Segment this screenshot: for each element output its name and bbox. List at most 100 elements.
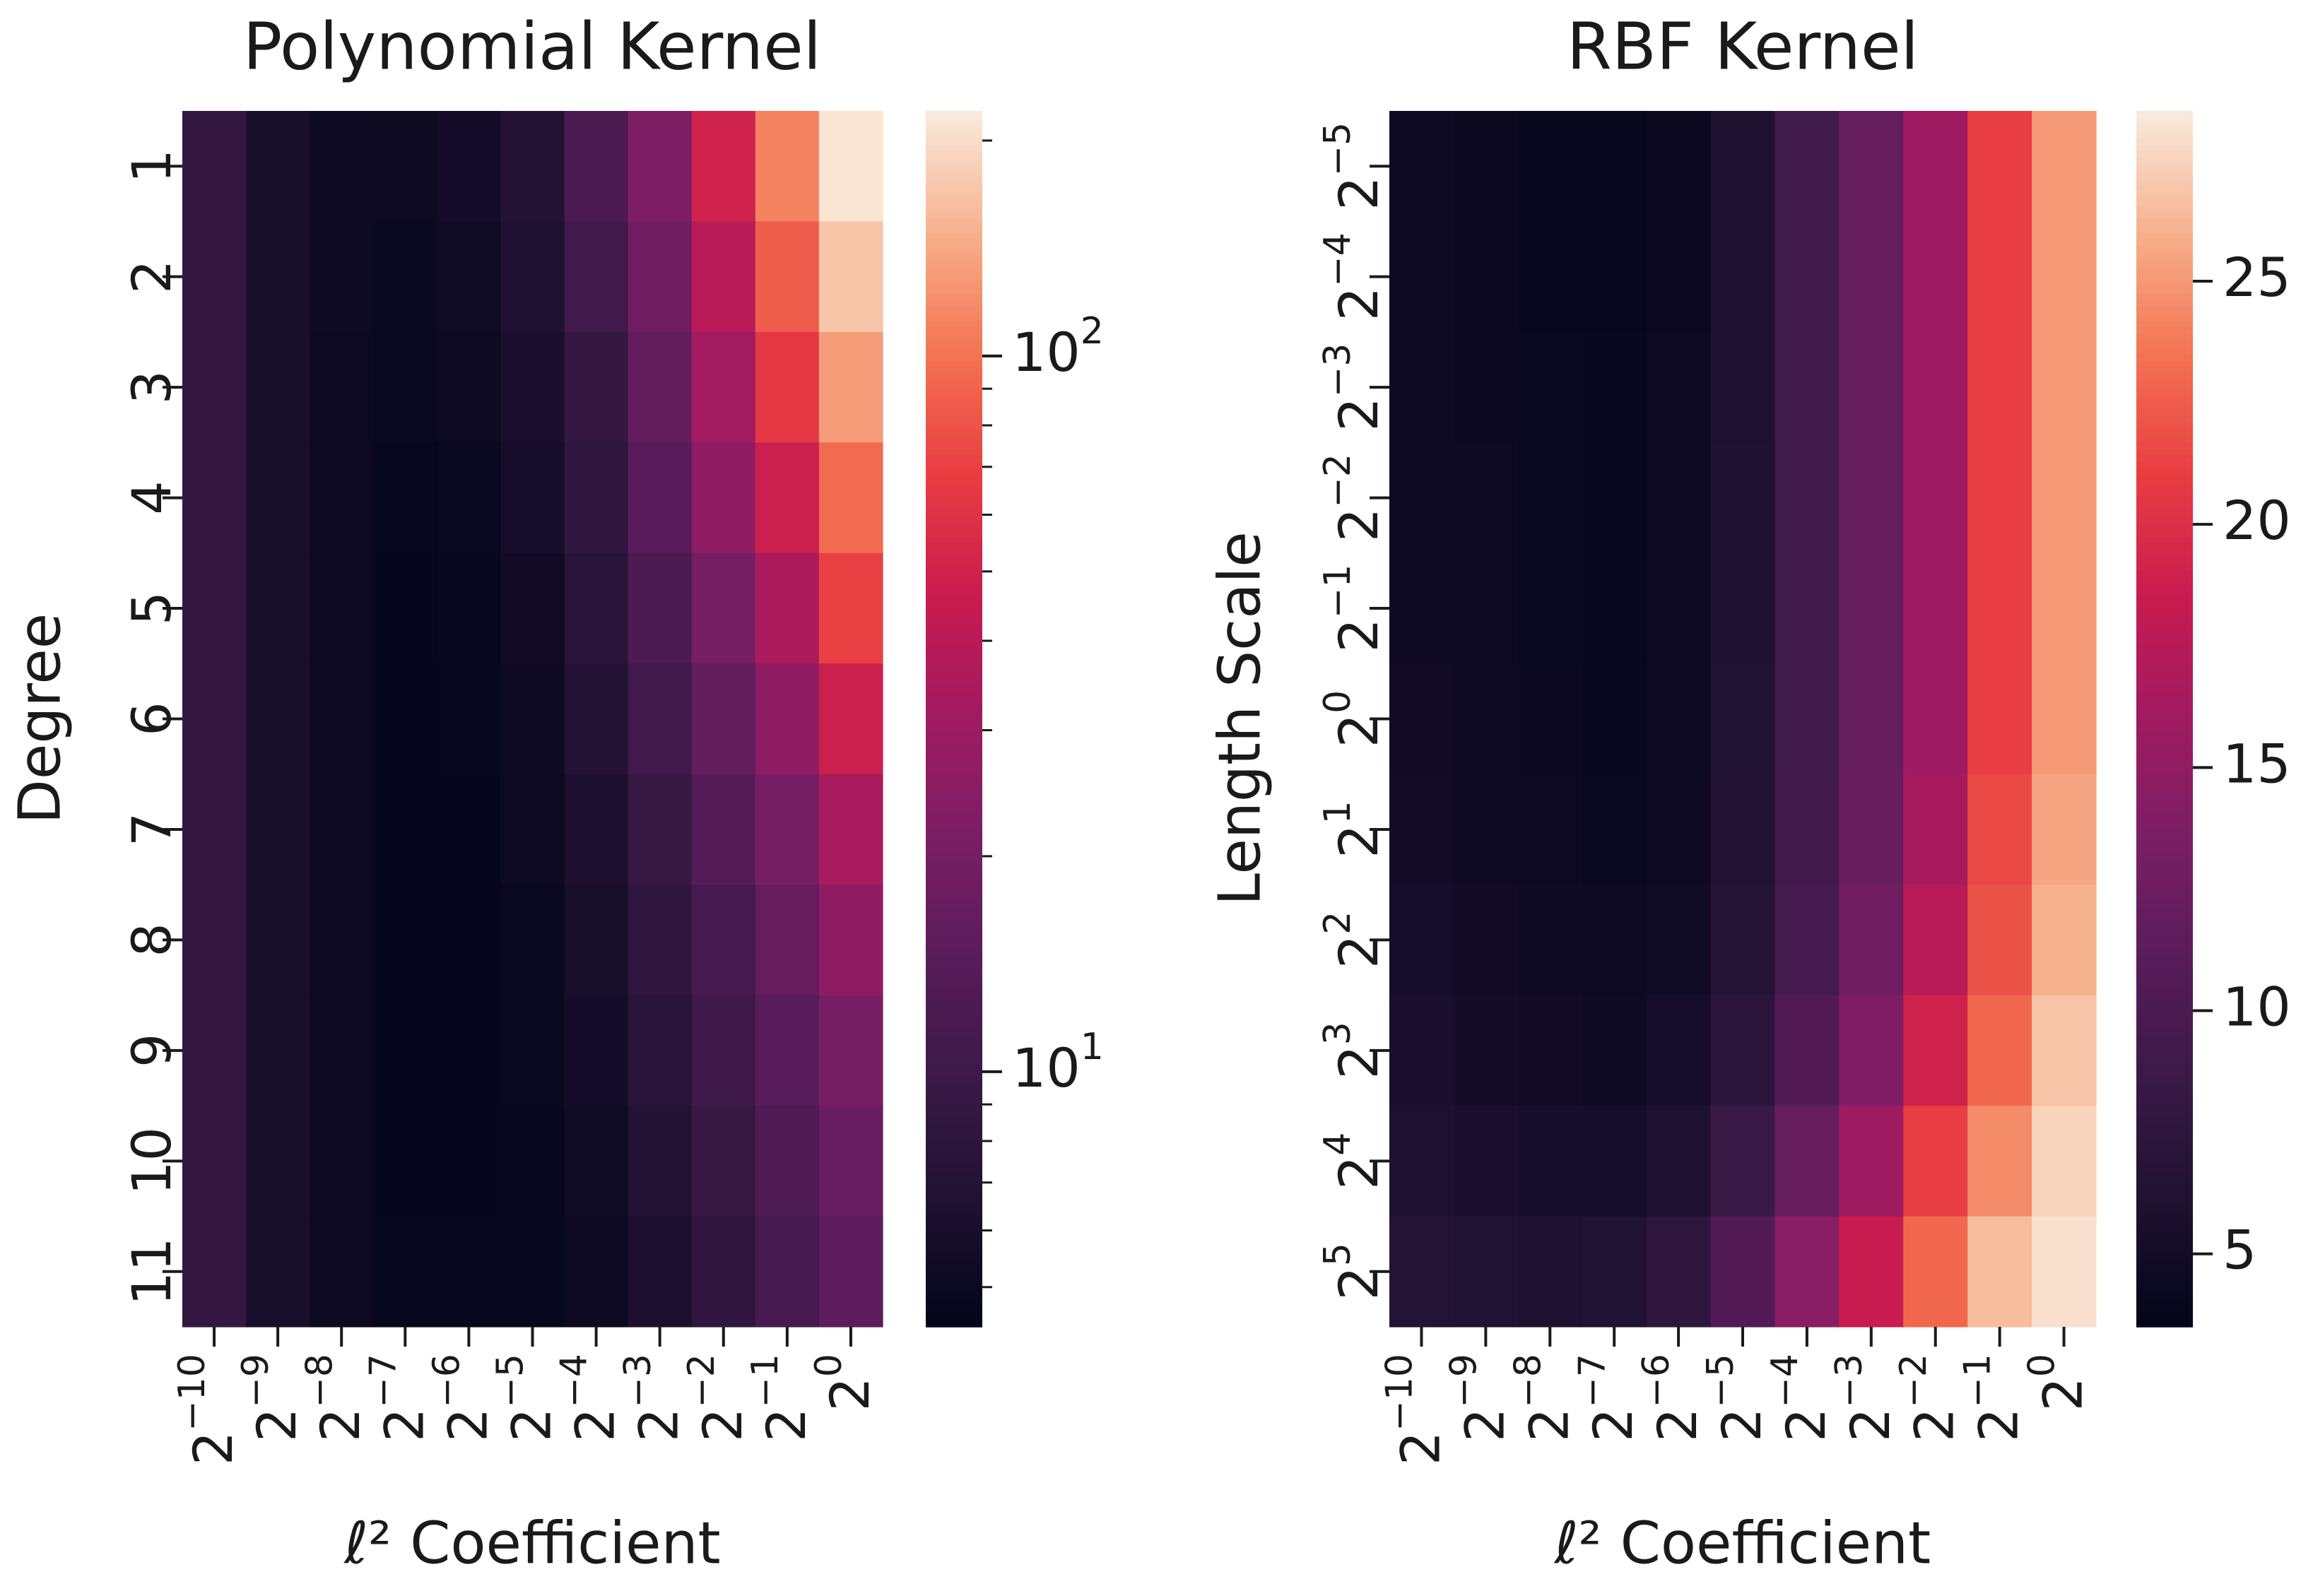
heatmap-cell — [437, 885, 502, 996]
x-tick-label: 2−4 — [1764, 1354, 1837, 1442]
heatmap-cell — [437, 774, 502, 885]
heatmap-cell — [1967, 331, 2032, 443]
colorbar-segment — [2136, 570, 2193, 578]
colorbar-segment — [2136, 401, 2193, 409]
heatmap-cell — [628, 442, 693, 554]
heatmap-cell — [182, 1106, 247, 1217]
heatmap-cell — [1453, 995, 1519, 1106]
colorbar-segment — [2136, 178, 2193, 186]
colorbar-segment — [926, 610, 982, 618]
colorbar-segment — [926, 685, 982, 693]
y-tick-label: 4 — [120, 480, 183, 514]
heatmap-cell — [1582, 552, 1647, 664]
heatmap-cell — [818, 885, 883, 996]
colorbar-segment — [2136, 1043, 2193, 1051]
heatmap-cell — [691, 995, 756, 1106]
colorbar-segment — [2136, 584, 2193, 591]
colorbar-segment — [2136, 935, 2193, 942]
colorbar-segment — [926, 502, 982, 510]
heatmap-cell — [1967, 552, 2032, 664]
colorbar-segment — [926, 326, 982, 335]
y-tick-label: 3 — [120, 370, 183, 404]
colorbar-segment — [2136, 610, 2193, 618]
colorbar-segment — [926, 1225, 982, 1233]
colorbar-segment — [926, 726, 982, 733]
colorbar-segment — [2136, 307, 2193, 314]
heatmap-cell — [373, 995, 437, 1106]
colorbar-segment — [926, 1191, 982, 1200]
colorbar-segment — [2136, 111, 2193, 119]
x-tick-label: 2−2 — [681, 1354, 754, 1442]
heatmap-cell — [1903, 1106, 1968, 1217]
heatmap-cell — [1389, 774, 1454, 885]
colorbar-segment — [926, 557, 982, 564]
heatmap-cell — [373, 331, 437, 443]
colorbar-segment — [2136, 1157, 2193, 1166]
colorbar-segment — [926, 1212, 982, 1219]
colorbar-segment — [2136, 442, 2193, 449]
colorbar-segment — [926, 212, 982, 220]
heatmap-cell — [628, 885, 693, 996]
y-tick-label: 2−1 — [1317, 564, 1390, 653]
heatmap-cell — [2032, 1106, 2097, 1217]
colorbar-segment — [2136, 158, 2193, 166]
heatmap-cell — [1646, 111, 1712, 223]
colorbar-segment — [2136, 333, 2193, 341]
heatmap-cell — [818, 663, 883, 775]
colorbar-segment — [2136, 239, 2193, 247]
colorbar-segment — [2136, 813, 2193, 821]
heatmap-cell — [500, 1216, 565, 1328]
y-tick-label: 20 — [1317, 690, 1390, 747]
colorbar-segment — [2136, 1265, 2193, 1274]
colorbar-segment — [926, 813, 982, 821]
heatmap-cell — [437, 1216, 502, 1328]
colorbar-segment — [926, 631, 982, 639]
colorbar-segment — [926, 711, 982, 720]
colorbar-segment — [2136, 225, 2193, 233]
colorbar-segment — [2136, 1070, 2193, 1078]
y-tick-label: 24 — [1317, 1133, 1390, 1190]
heatmap-cell — [373, 552, 437, 664]
heatmap-cell — [818, 552, 883, 664]
x-tick-label: 2−9 — [235, 1354, 308, 1442]
heatmap-cell — [1839, 442, 1904, 554]
heatmap-cell — [437, 1106, 502, 1217]
heatmap-cell — [1389, 995, 1454, 1106]
heatmap-cell — [1453, 442, 1519, 554]
colorbar-segment — [2136, 374, 2193, 382]
colorbar-segment — [2136, 1137, 2193, 1145]
colorbar-segment — [926, 442, 982, 449]
colorbar-segment — [926, 732, 982, 740]
colorbar-segment — [926, 1070, 982, 1078]
heatmap-cell — [1582, 111, 1647, 223]
colorbar-segment — [2136, 1104, 2193, 1111]
colorbar-segment — [2136, 1306, 2193, 1314]
colorbar-segment — [2136, 1003, 2193, 1010]
colorbar-segment — [926, 225, 982, 233]
heatmap-cell — [2032, 111, 2097, 223]
y-tick-label: 1 — [120, 149, 183, 183]
colorbar-segment — [926, 381, 982, 389]
colorbar-segment — [926, 428, 982, 436]
heatmap-cell — [182, 552, 247, 664]
colorbar-segment — [2136, 550, 2193, 557]
colorbar-segment — [926, 388, 982, 396]
colorbar-segment — [2136, 948, 2193, 956]
colorbar-segment — [2136, 1293, 2193, 1301]
heatmap-cell — [1453, 663, 1519, 775]
colorbar-segment — [2136, 1077, 2193, 1084]
heatmap-cell — [310, 995, 374, 1106]
colorbar-segment — [926, 550, 982, 557]
colorbar-segment — [926, 529, 982, 538]
colorbar-segment — [926, 468, 982, 477]
colorbar-segment — [2136, 124, 2193, 132]
heatmap-cell — [628, 663, 693, 775]
colorbar-segment — [2136, 861, 2193, 868]
colorbar-segment — [926, 374, 982, 382]
colorbar-segment — [926, 516, 982, 524]
colorbar-segment — [926, 165, 982, 172]
colorbar-segment — [926, 117, 982, 125]
colorbar-segment — [2136, 536, 2193, 544]
colorbar-tick-label: 101 — [1012, 1026, 1104, 1099]
